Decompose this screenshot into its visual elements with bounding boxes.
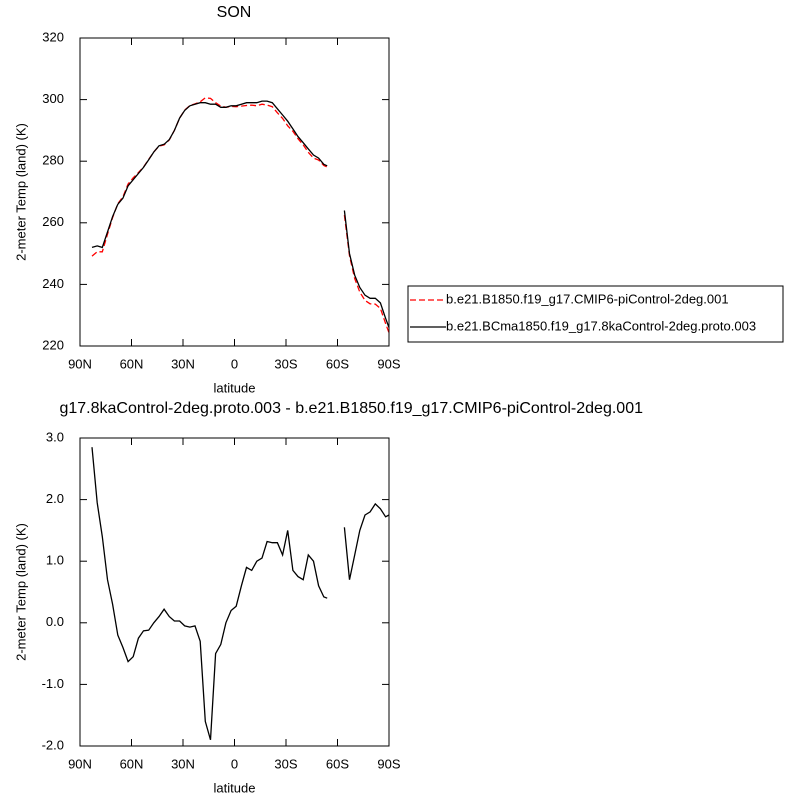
y-tick-label: 0.0 <box>46 614 64 629</box>
legend-label: b.e21.B1850.f19_g17.CMIP6-piControl-2deg… <box>446 291 729 306</box>
y-axis-label: 2-meter Temp (land) (K) <box>13 123 28 261</box>
legend-label: b.e21.BCma1850.f19_g17.8kaControl-2deg.p… <box>446 318 756 333</box>
x-tick-label: 60S <box>326 756 349 771</box>
x-tick-label: 0 <box>231 756 238 771</box>
x-tick-label: 60N <box>120 756 144 771</box>
y-tick-label: 2.0 <box>46 491 64 506</box>
chart-title: SON <box>217 4 252 21</box>
x-axis-label: latitude <box>214 380 256 395</box>
x-tick-label: 30N <box>171 756 195 771</box>
chart-title: g17.8kaControl-2deg.proto.003 - b.e21.B1… <box>59 400 643 417</box>
y-tick-label: -2.0 <box>42 737 64 752</box>
x-tick-label: 90N <box>68 356 92 371</box>
y-axis-label: 2-meter Temp (land) (K) <box>13 523 28 661</box>
plot-frame <box>79 37 390 347</box>
x-tick-label: 90S <box>377 756 400 771</box>
y-tick-label: -1.0 <box>42 676 64 691</box>
x-tick-label: 0 <box>231 356 238 371</box>
y-tick-label: 1.0 <box>46 553 64 568</box>
x-tick-label: 60S <box>326 356 349 371</box>
series-line <box>91 100 390 328</box>
y-tick-label: 240 <box>42 276 64 291</box>
y-tick-label: 280 <box>42 153 64 168</box>
plot-frame <box>79 437 390 747</box>
x-axis-label: latitude <box>214 780 256 795</box>
y-tick-label: 3.0 <box>46 429 64 444</box>
y-tick-label: 300 <box>42 91 64 106</box>
x-tick-label: 30S <box>274 756 297 771</box>
x-tick-label: 30S <box>274 356 297 371</box>
x-tick-label: 90N <box>68 756 92 771</box>
legend-box <box>407 285 784 343</box>
x-tick-label: 90S <box>377 356 400 371</box>
y-tick-label: 260 <box>42 214 64 229</box>
series-line <box>91 447 390 740</box>
y-tick-label: 320 <box>42 29 64 44</box>
y-tick-label: 220 <box>42 337 64 352</box>
x-tick-label: 30N <box>171 356 195 371</box>
series-line <box>91 97 390 334</box>
x-tick-label: 60N <box>120 356 144 371</box>
